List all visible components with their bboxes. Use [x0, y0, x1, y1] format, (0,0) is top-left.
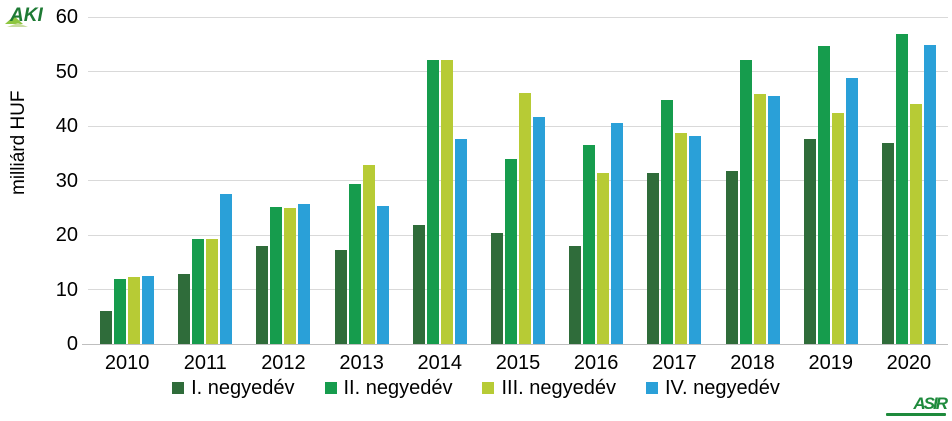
bar-2019-q3 [831, 113, 844, 344]
bar-2019-q2 [817, 45, 830, 344]
bar-2011-q2 [192, 239, 205, 344]
bar-2019-q4 [845, 78, 858, 344]
legend-item-q4: IV. negyedév [646, 378, 780, 398]
y-tick-label-60: 60 [55, 6, 78, 28]
legend-label: III. negyedév [501, 377, 616, 399]
bar-2014-q3 [440, 60, 453, 344]
gridline-20 [88, 234, 948, 236]
legend-label: II. negyedév [343, 377, 453, 399]
bar-2013-q4 [376, 205, 389, 344]
gridline-60 [88, 16, 948, 18]
x-tick-label-2012: 2012 [261, 352, 306, 374]
bar-2016-q2 [583, 144, 596, 344]
gridline-40 [88, 125, 948, 127]
legend-marker-icon [646, 382, 658, 394]
asir-logo-rule [886, 413, 946, 416]
bar-2017-q3 [675, 132, 688, 344]
bar-2015-q3 [519, 93, 531, 344]
bar-2010-q3 [128, 276, 141, 344]
gridline-30 [88, 180, 948, 181]
legend-item-q1: I. negyedév [172, 377, 295, 399]
legend-item-q2: II. negyedév [324, 377, 453, 399]
bar-2020-q3 [909, 104, 922, 344]
x-tick-label-2013: 2013 [339, 352, 384, 374]
bar-2015-q1 [491, 232, 503, 344]
legend-marker-icon [324, 382, 337, 394]
bar-2013-q2 [348, 183, 361, 344]
bar-2015-q4 [533, 116, 545, 344]
bar-2012-q3 [284, 207, 297, 344]
y-tick-label-40: 40 [55, 115, 78, 137]
bar-2016-q1 [569, 245, 582, 344]
legend-marker-icon [482, 382, 495, 394]
bar-2011-q3 [206, 239, 219, 344]
asir-logo: ASIR [886, 394, 948, 419]
x-tick-label-2020: 2020 [886, 352, 932, 374]
bar-2012-q4 [298, 203, 311, 344]
bar-2017-q1 [647, 172, 660, 344]
bar-2018-q3 [753, 93, 766, 344]
bar-2018-q2 [739, 60, 752, 344]
bar-2013-q1 [334, 249, 347, 344]
x-tick-label-2016: 2016 [573, 352, 619, 374]
svg-text:AKI: AKI [9, 5, 43, 26]
bar-2016-q4 [611, 123, 624, 344]
x-tick-label-2011: 2011 [183, 352, 227, 374]
bar-2014-q1 [412, 224, 425, 344]
x-tick-label-2017: 2017 [652, 352, 697, 374]
bar-2011-q1 [178, 274, 191, 344]
bar-2014-q2 [426, 60, 439, 344]
x-axis-line [82, 344, 948, 345]
bar-2017-q4 [689, 136, 702, 344]
y-tick-label-0: 0 [66, 333, 78, 355]
x-tick-label-2018: 2018 [730, 352, 775, 374]
bar-2020-q4 [923, 44, 936, 344]
bar-2012-q2 [270, 207, 283, 344]
bar-2014-q4 [454, 138, 467, 344]
bar-2016-q3 [597, 172, 610, 344]
bar-2020-q1 [881, 143, 894, 344]
x-tick-label-2019: 2019 [808, 352, 853, 374]
x-tick-label-2015: 2015 [495, 352, 541, 374]
x-tick-label-2010: 2010 [104, 352, 150, 374]
asir-logo-text: ASIR [913, 394, 948, 413]
bar-2020-q2 [895, 33, 908, 344]
y-tick-label-30: 30 [55, 169, 78, 192]
aki-logo-icon: AKI [5, 5, 43, 27]
y-tick-label-20: 20 [55, 224, 78, 246]
bar-2013-q3 [362, 165, 375, 344]
legend-marker-icon [172, 382, 185, 394]
bar-2017-q2 [661, 100, 674, 344]
legend-label: I. negyedév [191, 377, 295, 399]
bar-2012-q1 [256, 245, 269, 344]
gridline-50 [88, 71, 948, 72]
bar-2018-q1 [725, 170, 738, 344]
legend: I. negyedév II. negyedév III. negyedév IV. … [0, 375, 952, 401]
gridline-10 [88, 289, 948, 290]
legend-item-q3: III. negyedév [482, 378, 616, 398]
bar-2019-q1 [803, 139, 816, 344]
bar-2010-q2 [114, 279, 127, 344]
aki-logo: AKI [4, 2, 56, 32]
bar-2010-q1 [100, 310, 113, 344]
x-tick-label-2014: 2014 [417, 352, 463, 374]
bar-2011-q4 [220, 194, 233, 344]
y-tick-label-10: 10 [55, 278, 78, 301]
bar-2010-q4 [142, 275, 155, 344]
bar-2018-q4 [767, 96, 780, 344]
bar-2015-q2 [505, 159, 517, 344]
legend-label: IV. negyedév [665, 377, 780, 399]
plot-area [82, 16, 948, 345]
y-tick-label-50: 50 [55, 60, 78, 83]
